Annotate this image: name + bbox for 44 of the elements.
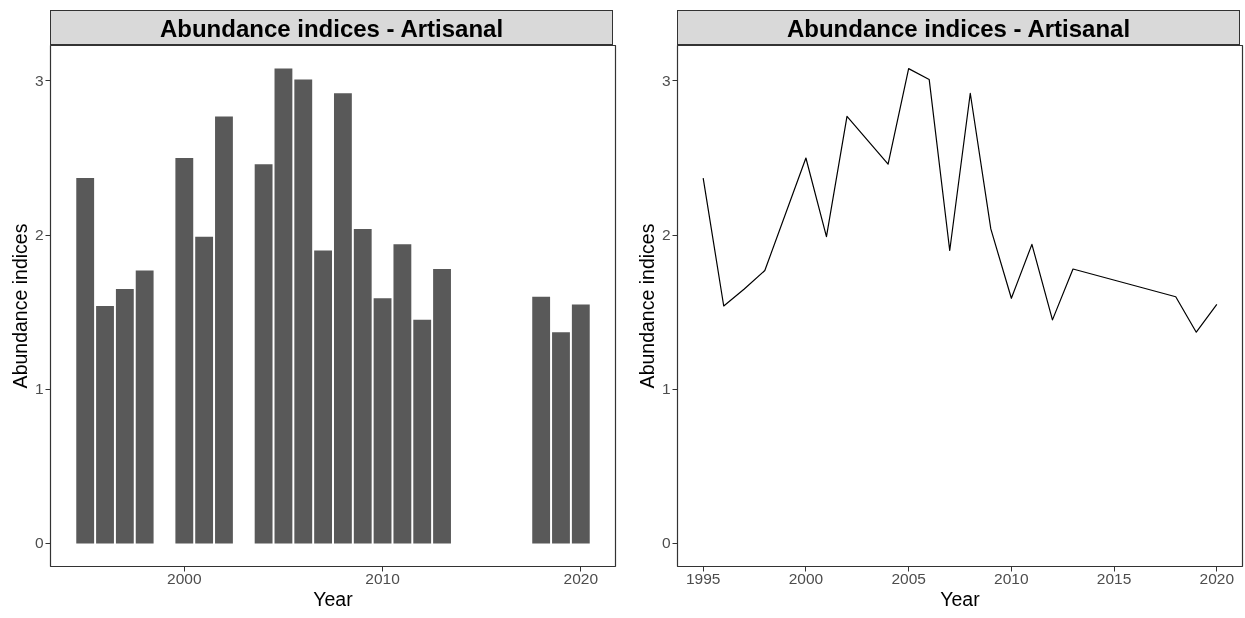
bar bbox=[552, 332, 570, 544]
bar bbox=[96, 306, 114, 544]
bar bbox=[115, 289, 134, 544]
x-tick-label: 2015 bbox=[1096, 569, 1132, 587]
x-axis-title: Year bbox=[313, 587, 354, 610]
bar bbox=[373, 298, 392, 544]
bar bbox=[314, 250, 333, 544]
chart-title: Abundance indices - Artisanal bbox=[159, 14, 504, 44]
x-tick-label: 2005 bbox=[891, 569, 926, 587]
bar bbox=[353, 228, 372, 544]
x-tick-label: 1995 bbox=[685, 569, 721, 587]
bar bbox=[175, 158, 194, 544]
y-tick-label: 2 bbox=[34, 226, 44, 244]
x-tick-label: 2020 bbox=[1199, 569, 1235, 587]
bar bbox=[135, 270, 154, 544]
y-tick-label: 0 bbox=[34, 534, 44, 552]
x-tick-label: 2010 bbox=[994, 569, 1029, 587]
x-tick-label: 2000 bbox=[167, 569, 202, 587]
x-tick-label: 2000 bbox=[788, 569, 824, 587]
chart-title: Abundance indices - Artisanal bbox=[786, 14, 1131, 44]
bar bbox=[393, 244, 412, 544]
y-tick-label: 0 bbox=[661, 534, 671, 552]
bar bbox=[571, 304, 590, 544]
bar bbox=[195, 236, 214, 544]
y-tick-label: 2 bbox=[661, 226, 671, 244]
y-tick-label: 1 bbox=[34, 380, 44, 398]
y-axis-title: Abundance indices bbox=[8, 223, 31, 389]
bar bbox=[433, 269, 451, 544]
x-tick-label: 2010 bbox=[365, 569, 401, 587]
bar bbox=[254, 164, 273, 544]
bar bbox=[532, 296, 551, 544]
bar bbox=[333, 93, 352, 544]
y-tick-label: 3 bbox=[34, 71, 44, 89]
x-tick-label: 2020 bbox=[563, 569, 599, 587]
y-tick-label: 3 bbox=[661, 71, 671, 89]
y-axis-title: Abundance indices bbox=[635, 223, 658, 389]
x-axis-title: Year bbox=[940, 587, 981, 610]
bar bbox=[413, 319, 432, 544]
bar bbox=[274, 68, 293, 544]
bar bbox=[215, 116, 233, 544]
y-tick-label: 1 bbox=[661, 380, 671, 398]
line-series bbox=[702, 68, 1218, 333]
bar bbox=[294, 79, 313, 544]
bar bbox=[76, 178, 95, 544]
